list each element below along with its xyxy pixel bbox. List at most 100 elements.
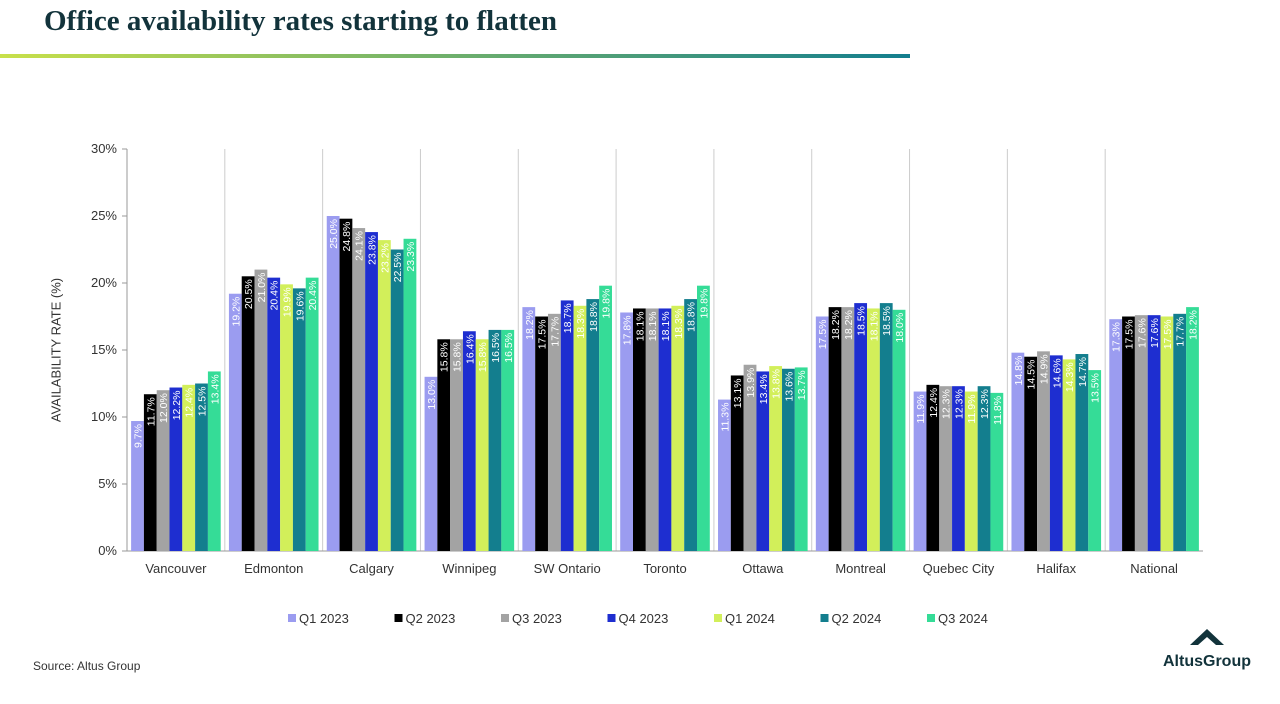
value-label: 17.7% xyxy=(1175,317,1187,347)
bar xyxy=(475,339,489,551)
value-label: 14.9% xyxy=(1038,354,1050,384)
bar xyxy=(645,308,659,551)
bar xyxy=(326,216,340,551)
value-label: 11.7% xyxy=(145,397,157,426)
bar xyxy=(913,391,927,551)
value-label: 18.5% xyxy=(881,306,893,336)
value-label: 15.8% xyxy=(439,342,451,372)
y-tick-label: 0% xyxy=(98,543,117,558)
bar xyxy=(143,394,157,551)
value-label: 21.0% xyxy=(256,273,268,303)
value-label: 9.7% xyxy=(133,424,145,448)
value-label: 25.0% xyxy=(328,219,340,249)
bar xyxy=(743,364,757,551)
bar xyxy=(573,305,587,551)
bar xyxy=(718,399,731,551)
value-label: 16.5% xyxy=(503,333,515,363)
logo-mark xyxy=(1190,629,1224,645)
bar xyxy=(926,384,940,551)
bar xyxy=(450,339,463,551)
value-label: 19.9% xyxy=(282,287,294,317)
bar xyxy=(671,305,685,551)
bar xyxy=(867,308,880,551)
value-label: 13.7% xyxy=(796,370,808,400)
legend-swatch xyxy=(607,614,616,622)
value-label: 16.5% xyxy=(490,333,502,363)
legend-label: Q4 2023 xyxy=(619,611,669,626)
bar xyxy=(182,384,196,551)
value-label: 18.5% xyxy=(856,306,868,336)
value-label: 16.4% xyxy=(464,334,476,364)
y-tick-label: 5% xyxy=(98,476,117,491)
bar xyxy=(292,288,306,551)
value-label: 14.5% xyxy=(1026,360,1038,390)
bar xyxy=(241,276,255,551)
source: Source: Altus Group xyxy=(33,659,141,673)
legend-swatch xyxy=(288,614,296,622)
value-label: 17.5% xyxy=(537,320,549,350)
bar xyxy=(782,368,795,551)
bar xyxy=(879,303,893,551)
bar xyxy=(169,387,183,551)
value-label: 18.1% xyxy=(647,311,659,341)
value-label: 18.2% xyxy=(1187,310,1199,340)
bar xyxy=(403,238,417,551)
bar xyxy=(547,313,561,551)
value-label: 13.8% xyxy=(771,369,783,399)
value-label: 17.3% xyxy=(1111,322,1123,352)
bar xyxy=(952,386,965,551)
value-label: 11.8% xyxy=(992,396,1004,425)
bar xyxy=(228,293,242,551)
bar xyxy=(990,392,1004,551)
y-tick-label: 15% xyxy=(91,342,117,357)
value-label: 14.8% xyxy=(1013,356,1025,386)
bar xyxy=(280,284,293,551)
value-label: 13.4% xyxy=(758,374,770,404)
value-label: 24.8% xyxy=(341,222,353,252)
value-label: 17.6% xyxy=(1149,318,1161,348)
bar xyxy=(977,386,991,551)
bar xyxy=(377,240,391,551)
bar xyxy=(828,307,842,551)
bar xyxy=(462,331,476,551)
bar xyxy=(207,371,221,551)
value-label: 13.4% xyxy=(209,374,221,404)
value-label: 19.8% xyxy=(601,289,613,319)
value-label: 18.3% xyxy=(575,309,587,339)
value-label: 13.0% xyxy=(426,380,438,410)
bar xyxy=(815,316,829,551)
value-label: 20.5% xyxy=(243,279,255,309)
x-tick-label: Calgary xyxy=(349,561,394,576)
value-label: 14.6% xyxy=(1051,358,1063,388)
bar xyxy=(156,390,170,551)
bar xyxy=(684,299,697,551)
chart-title: Office availability rates starting to fl… xyxy=(44,5,557,37)
value-label: 18.1% xyxy=(868,311,880,341)
y-tick-label: 25% xyxy=(91,208,117,223)
value-label: 23.3% xyxy=(405,242,417,272)
bar xyxy=(794,367,808,551)
bar xyxy=(658,308,672,551)
bar xyxy=(1147,315,1161,551)
value-label: 12.4% xyxy=(928,388,940,418)
x-tick-label: Toronto xyxy=(643,561,686,576)
value-label: 12.0% xyxy=(158,393,170,423)
bar xyxy=(769,366,783,551)
value-label: 13.6% xyxy=(783,372,795,402)
bar xyxy=(756,371,770,551)
bar xyxy=(131,421,144,551)
value-label: 17.5% xyxy=(817,320,829,350)
value-label: 18.2% xyxy=(524,310,536,340)
bar xyxy=(1186,307,1199,551)
bar xyxy=(1122,316,1135,551)
value-label: 19.6% xyxy=(294,291,306,321)
bar xyxy=(488,329,502,551)
y-tick-label: 20% xyxy=(91,275,117,290)
value-label: 17.8% xyxy=(622,315,634,345)
bar xyxy=(620,312,633,551)
value-label: 17.5% xyxy=(1123,320,1135,350)
x-tick-label: Halifax xyxy=(1036,561,1076,576)
x-tick-label: SW Ontario xyxy=(534,561,601,576)
value-label: 13.5% xyxy=(1090,373,1102,403)
